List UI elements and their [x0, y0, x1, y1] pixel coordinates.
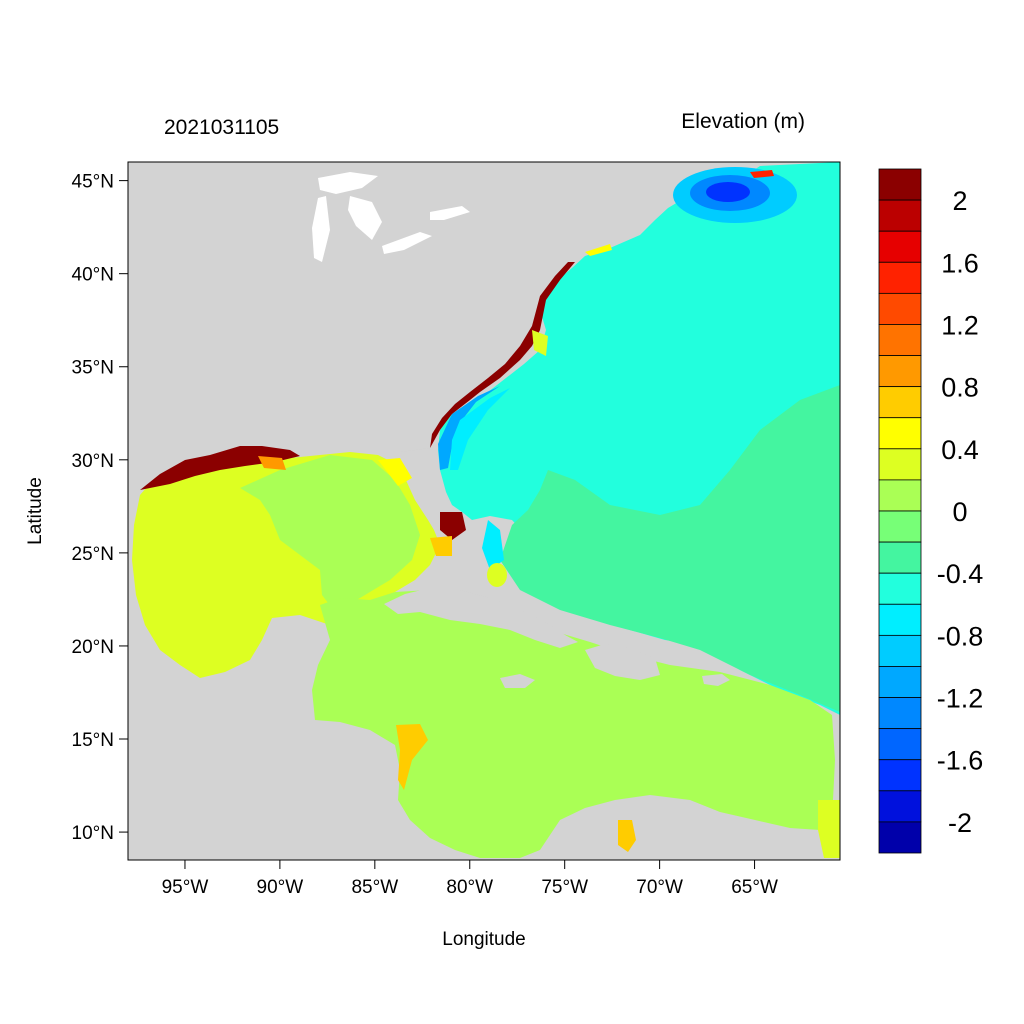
- colorbar-swatch: [878, 230, 922, 263]
- east-coast-surge-fringe: [430, 262, 575, 448]
- map-panel: [128, 162, 840, 860]
- atlantic-negative-band: [500, 385, 840, 712]
- x-tick-label: 95°W: [162, 877, 209, 898]
- x-tick-label: 80°W: [446, 877, 493, 898]
- x-tick-label: 65°W: [731, 877, 778, 898]
- colorbar-swatch: [878, 199, 922, 232]
- y-tick-label: 40°N: [72, 265, 114, 286]
- y-tick-label: 45°N: [72, 172, 114, 193]
- colorbar-label: 2: [952, 186, 967, 216]
- colorbar-swatch: [878, 292, 922, 325]
- colorbar-labels: 2 1.6 1.2 0.8 0.4 0 -0.4 -0.8 -1.2 -1.6 -2: [937, 186, 984, 838]
- colorbar-swatch: [878, 790, 922, 823]
- y-axis-ticks: 45°N 40°N 35°N 30°N 25°N 20°N 15°N 10°N: [72, 172, 128, 844]
- colorbar-swatch: [878, 666, 922, 698]
- x-axis-ticks: 95°W 90°W 85°W 80°W 75°W 70°W 65°W: [162, 860, 778, 898]
- x-tick-label: 90°W: [257, 877, 304, 898]
- colorbar-swatch: [878, 634, 922, 667]
- lake-michigan: [312, 196, 330, 262]
- caribbean-sea: [312, 590, 835, 858]
- colorbar-swatch: [878, 603, 922, 636]
- colorbar-swatch: [878, 479, 922, 512]
- hispaniola: [585, 644, 660, 680]
- y-tick-label: 25°N: [72, 544, 114, 565]
- colorbar-swatch: [878, 541, 922, 574]
- colorbar-swatch: [878, 355, 922, 388]
- y-tick-label: 35°N: [72, 358, 114, 379]
- x-tick-label: 85°W: [351, 877, 398, 898]
- georgia-bight-fringe: [450, 388, 510, 470]
- lake-huron: [348, 196, 382, 240]
- colorbar-swatch: [878, 728, 922, 761]
- colorbar-label: 0: [952, 497, 967, 527]
- florida-keys-surge: [430, 536, 452, 556]
- x-axis-label: Longitude: [442, 929, 525, 950]
- colorbar-swatch: [878, 510, 922, 543]
- colorbar-swatch: [878, 697, 922, 730]
- south-florida-surge: [440, 512, 466, 540]
- colorbar-swatch: [878, 168, 922, 201]
- x-tick-label: 75°W: [541, 877, 588, 898]
- x-tick-label: 70°W: [636, 877, 683, 898]
- colorbar-swatch: [878, 821, 922, 854]
- colorbar-label: -1.2: [937, 684, 984, 714]
- southeast-caribbean-anomaly: [818, 800, 840, 858]
- y-tick-label: 30°N: [72, 451, 114, 472]
- colorbar-label: -2: [948, 808, 972, 838]
- colorbar-swatch: [878, 417, 922, 450]
- colorbar-swatch: [878, 261, 922, 294]
- jamaica: [500, 674, 535, 688]
- colorbar-label: -1.6: [937, 746, 984, 776]
- colorbar-label: 0.8: [941, 373, 979, 403]
- maracaibo-anomaly: [618, 820, 636, 852]
- lake-ontario: [430, 206, 470, 220]
- colorbar-label: -0.4: [937, 559, 984, 589]
- chesapeake-anomaly: [532, 330, 548, 356]
- georgia-bight-low: [438, 386, 500, 470]
- colorbar-label: 0.4: [941, 435, 979, 465]
- y-tick-label: 10°N: [72, 823, 114, 844]
- nova-scotia-surge: [750, 170, 774, 178]
- lake-erie: [382, 232, 432, 254]
- big-bend-surge: [378, 458, 412, 486]
- gulf-central-band: [240, 455, 420, 612]
- puerto-rico: [702, 674, 730, 686]
- map-frame: [127, 161, 841, 861]
- colorbar-label: 1.6: [941, 248, 979, 278]
- colorbar-label: 1.2: [941, 310, 979, 340]
- colorbar: [878, 168, 922, 854]
- long-island-anomaly: [585, 244, 612, 256]
- lake-superior: [318, 172, 378, 194]
- cuba: [384, 588, 578, 648]
- timestamp-label: 2021031105: [164, 116, 279, 139]
- y-axis-label: Latitude: [25, 477, 46, 545]
- colorbar-swatch: [878, 324, 922, 356]
- variable-title: Elevation (m): [681, 110, 805, 133]
- colorbar-swatch: [878, 759, 922, 792]
- mobile-bay-surge: [258, 456, 286, 470]
- colorbar-swatch: [878, 572, 922, 605]
- y-tick-label: 15°N: [72, 730, 114, 751]
- bahamas-anomaly: [487, 563, 507, 587]
- nicaragua-coast-anomaly: [396, 724, 428, 790]
- y-tick-label: 20°N: [72, 637, 114, 658]
- gulf-of-maine-low-core: [706, 182, 750, 202]
- colorbar-label: -0.8: [937, 621, 984, 651]
- colorbar-swatch: [878, 448, 922, 481]
- colorbar-swatch: [878, 386, 922, 419]
- bahamas-bank: [482, 520, 504, 570]
